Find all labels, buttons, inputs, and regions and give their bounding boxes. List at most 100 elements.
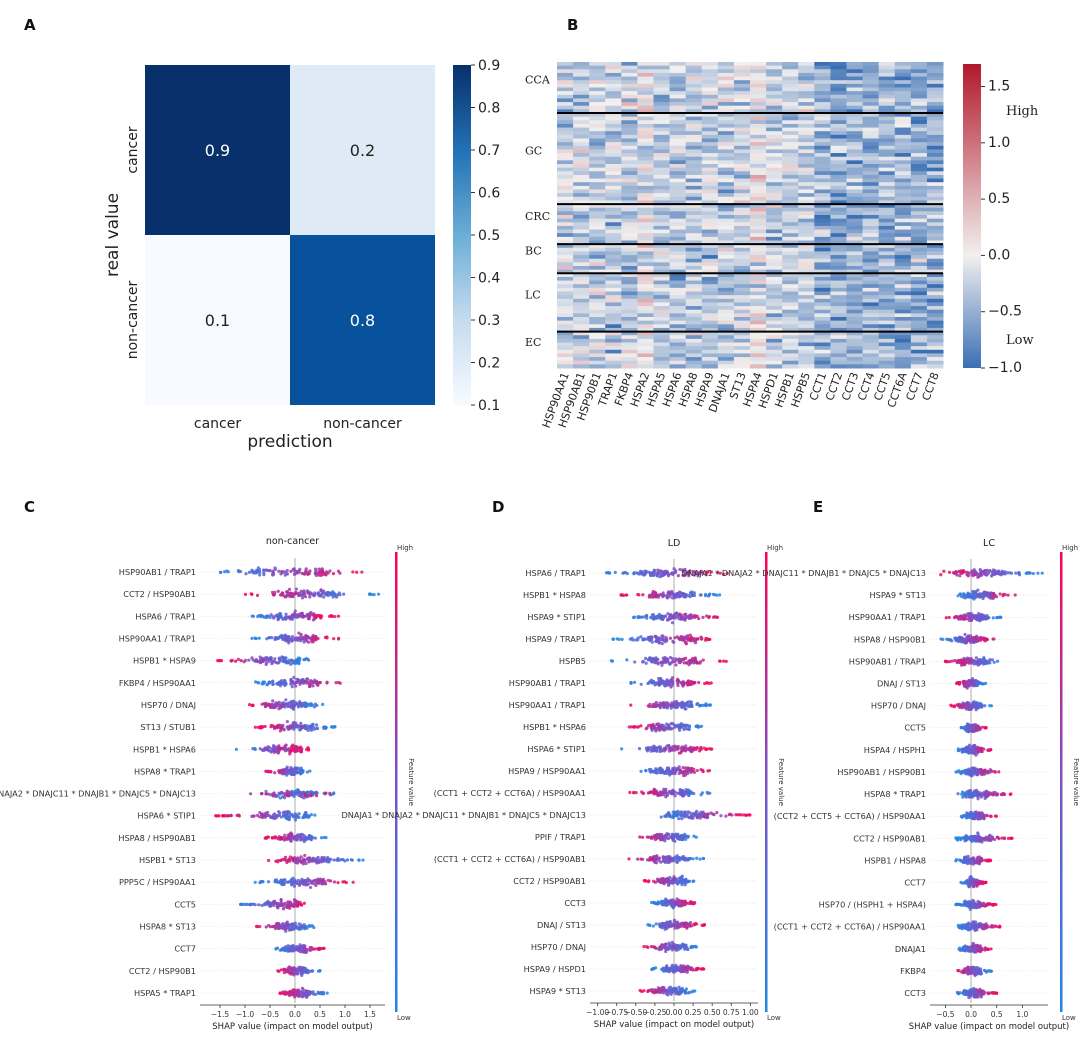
hm-cell — [910, 120, 928, 125]
hm-cell — [862, 313, 880, 318]
hm-cell — [814, 291, 831, 296]
shap-point — [253, 725, 257, 729]
hm-cell — [798, 116, 815, 121]
hm-cell — [846, 204, 864, 209]
hm-cell — [750, 65, 767, 70]
hm-cell — [862, 295, 880, 300]
hm-cell — [669, 280, 687, 285]
hm-cell — [733, 62, 751, 67]
hm-cell — [766, 262, 783, 267]
hm-cell — [733, 284, 751, 289]
hm-cell — [717, 116, 735, 121]
hm-cell — [798, 240, 815, 245]
hm-cell — [766, 211, 783, 216]
hm-cell — [669, 69, 687, 74]
hm-cell — [685, 102, 703, 107]
hm-cell — [717, 222, 735, 227]
hm-cell — [830, 222, 847, 227]
shap-point — [652, 615, 656, 619]
hm-cell — [733, 342, 751, 347]
hm-cell — [798, 324, 815, 329]
hm-cell — [573, 204, 590, 209]
hm-cell — [862, 225, 880, 231]
hm-cell — [798, 80, 815, 85]
hm-cell — [830, 153, 847, 158]
shap-point — [292, 884, 297, 888]
shap-point — [289, 682, 293, 686]
hm-cell — [830, 218, 847, 223]
hm-cell — [573, 215, 590, 220]
hm-cell — [814, 222, 831, 227]
shap-point — [304, 993, 308, 997]
hm-cell — [621, 109, 638, 114]
hm-cell — [701, 153, 719, 158]
hm-cell — [910, 287, 928, 292]
shap-point — [299, 745, 303, 749]
hm-cell — [621, 204, 638, 209]
shap-point — [233, 659, 238, 663]
hm-cell — [621, 273, 638, 278]
shap-point — [270, 660, 275, 664]
hm-cell — [717, 291, 735, 296]
shap-point — [322, 589, 326, 593]
hm-cell — [782, 80, 799, 85]
hm-cell — [750, 62, 767, 67]
shap-point — [650, 635, 654, 640]
hm-cell — [862, 149, 880, 154]
hm-cell — [894, 313, 912, 318]
hm-cell — [910, 240, 928, 245]
hm-cell — [573, 200, 590, 205]
shap-point — [332, 791, 336, 795]
hm-cell — [653, 360, 671, 365]
hm-cell — [621, 196, 638, 201]
hm-cell — [814, 276, 831, 282]
shap-point — [294, 615, 298, 619]
shap-point — [319, 616, 323, 620]
hm-cell — [589, 91, 606, 96]
shap-point — [336, 593, 340, 597]
hm-cell — [589, 218, 606, 223]
hm-cell — [910, 262, 928, 267]
hm-cell — [733, 349, 751, 354]
hm-cell — [685, 91, 703, 96]
shap-point — [289, 591, 293, 596]
hm-cell — [733, 222, 751, 227]
shap-point — [344, 881, 348, 885]
hm-cell — [589, 229, 606, 234]
hm-cell — [926, 211, 944, 216]
hm-cell — [717, 266, 735, 271]
hm-cell — [605, 98, 622, 103]
hm-cell — [782, 204, 799, 209]
hm-cell — [653, 120, 671, 125]
hm-cell — [653, 80, 671, 85]
hm-cell — [830, 211, 847, 216]
hm-cell — [653, 313, 671, 318]
hm-colorbar — [963, 64, 981, 368]
hm-cell — [717, 346, 735, 351]
shap-point — [315, 571, 319, 576]
shap-point — [707, 594, 711, 598]
hm-cell — [717, 98, 735, 103]
hm-cell — [637, 149, 654, 154]
hm-cell — [637, 342, 654, 347]
hm-cell — [894, 229, 912, 234]
hm-cell — [798, 211, 815, 216]
hm-cell — [878, 87, 896, 92]
shap-point — [718, 593, 722, 597]
shap-point — [675, 611, 679, 615]
shap-point — [276, 858, 280, 863]
hm-cell — [685, 302, 703, 307]
shap-point — [290, 685, 294, 689]
hm-cell — [557, 83, 574, 88]
hm-cell — [766, 83, 783, 88]
hm-cell — [878, 62, 896, 67]
hm-cell — [621, 346, 638, 351]
hm-cell — [621, 218, 638, 223]
shap-point — [329, 793, 333, 797]
hm-cell — [685, 269, 703, 274]
shap-point — [315, 791, 319, 795]
hm-cell — [653, 240, 671, 245]
hm-cell — [653, 229, 671, 234]
shap-point — [672, 596, 677, 600]
hm-cell — [814, 138, 831, 143]
